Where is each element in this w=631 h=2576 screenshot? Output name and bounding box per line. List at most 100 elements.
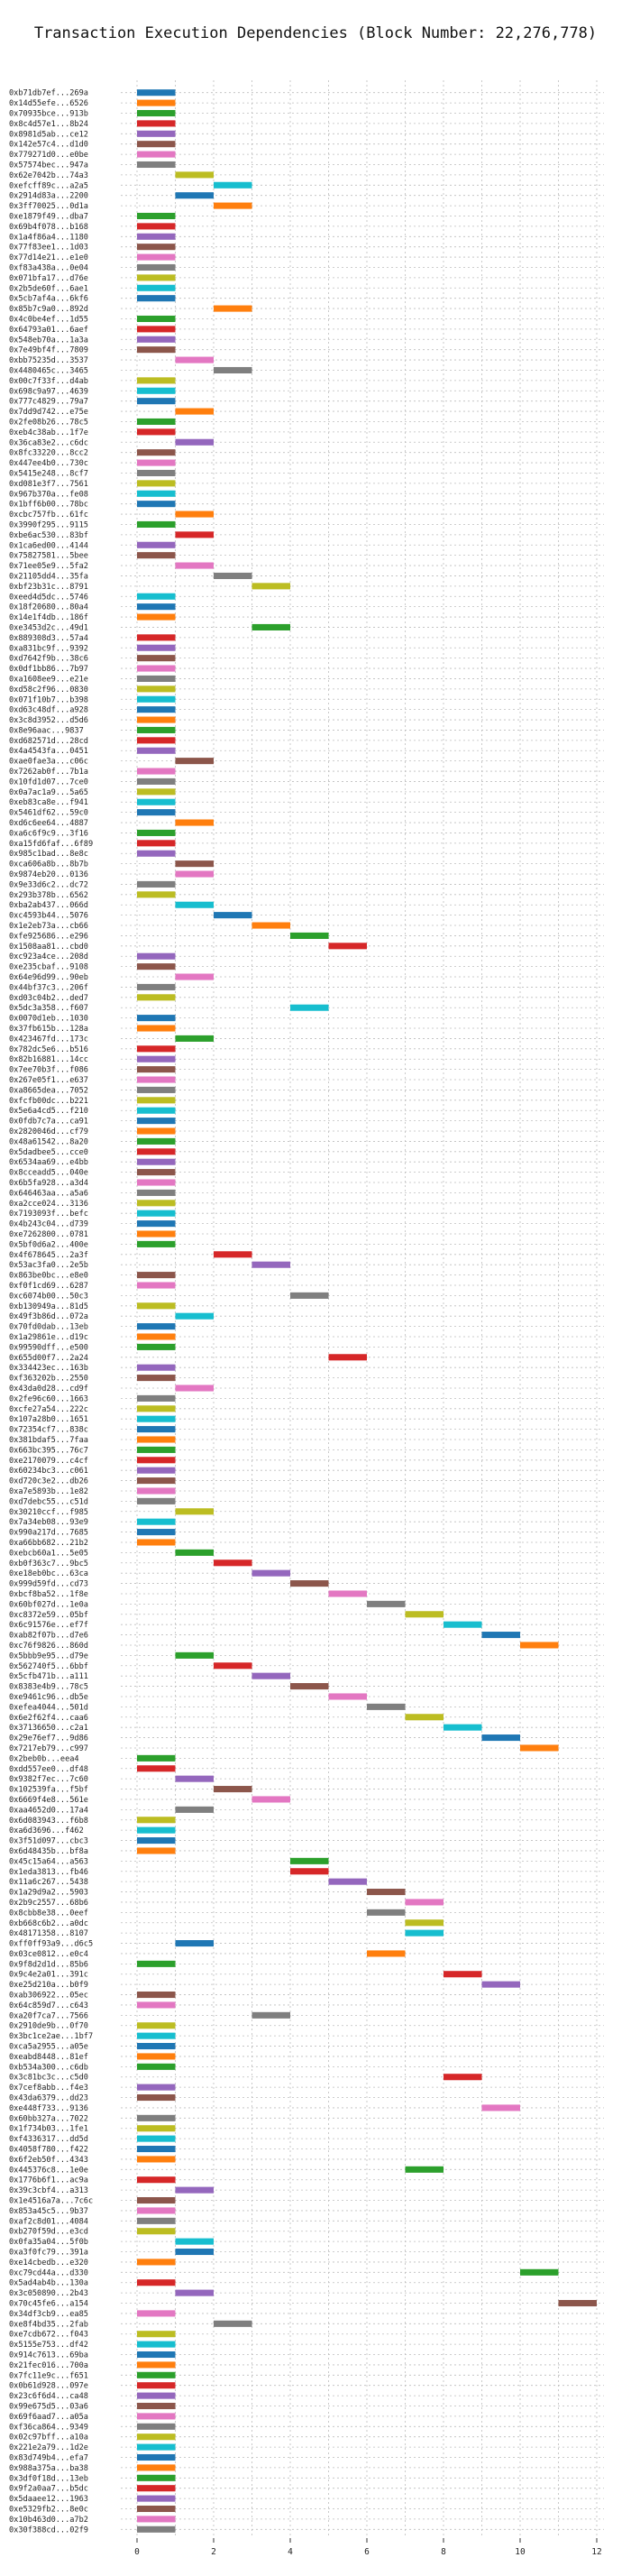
transaction-bar bbox=[137, 552, 176, 559]
tx-hash-label: 0x69b4f078...b168 bbox=[9, 223, 88, 232]
transaction-bar bbox=[175, 1508, 214, 1515]
tx-hash-label: 0x0a7ac1a9...5a65 bbox=[9, 788, 88, 797]
tx-hash-label: 0xe8f4bd35...2fab bbox=[9, 2320, 88, 2329]
tx-hash-label: 0x7cef8abb...f4e3 bbox=[9, 2084, 88, 2093]
transaction-bar bbox=[214, 305, 252, 312]
tx-hash-label: 0x5ad4ab4b...130a bbox=[9, 2279, 88, 2288]
x-tick-label: 8 bbox=[441, 2547, 446, 2557]
transaction-bar bbox=[137, 1436, 176, 1443]
tx-hash-label: 0x5dadbee5...cce0 bbox=[9, 1148, 88, 1157]
tx-hash-label: 0xeb83ca8e...f941 bbox=[9, 798, 88, 807]
transaction-bar bbox=[137, 1394, 176, 1402]
tx-hash-label: 0x221e2a79...1d2e bbox=[9, 2443, 88, 2452]
tx-hash-label: 0x6669f4e8...561e bbox=[9, 1796, 88, 1805]
tx-hash-label: 0x107a28b0...1651 bbox=[9, 1415, 88, 1424]
transaction-bar bbox=[137, 685, 176, 693]
transaction-bar bbox=[251, 1569, 290, 1577]
transaction-bar bbox=[137, 469, 176, 477]
transaction-bar bbox=[137, 1323, 176, 1330]
transaction-bar bbox=[137, 2351, 176, 2359]
tx-hash-label: 0x2b9c2557...68b6 bbox=[9, 1899, 88, 1908]
tx-hash-label: 0x57574bec...947a bbox=[9, 161, 88, 170]
tx-hash-label: 0x45c15a64...a563 bbox=[9, 1857, 88, 1866]
transaction-bar bbox=[137, 2145, 176, 2153]
tx-hash-label: 0x9874eb20...0136 bbox=[9, 870, 88, 879]
transaction-bar bbox=[328, 1693, 367, 1700]
tx-hash-label: 0xb71db7ef...269a bbox=[9, 89, 88, 98]
transaction-bar bbox=[137, 1487, 176, 1495]
tx-hash-label: 0x7193093f...befc bbox=[9, 1210, 88, 1219]
transaction-bar bbox=[137, 891, 176, 898]
transaction-bar bbox=[137, 1992, 176, 1999]
tx-hash-label: 0x967b370a...fe08 bbox=[9, 490, 88, 499]
transaction-bar bbox=[137, 983, 176, 990]
tx-hash-label: 0x7262ab0f...7b1a bbox=[9, 768, 88, 777]
transaction-bar bbox=[137, 480, 176, 487]
transaction-bar bbox=[137, 675, 176, 682]
tx-hash-label: 0x1a29d9a2...5903 bbox=[9, 1889, 88, 1898]
tx-hash-label: 0xe235cbaf...9108 bbox=[9, 963, 88, 972]
transaction-bar bbox=[137, 2413, 176, 2420]
transaction-bar bbox=[137, 2433, 176, 2441]
transaction-bar bbox=[214, 366, 252, 374]
transaction-bar bbox=[175, 531, 214, 538]
tx-hash-label: 0x334423ec...163b bbox=[9, 1364, 88, 1373]
transaction-bar bbox=[137, 2084, 176, 2091]
transaction-bar bbox=[137, 2279, 176, 2286]
transaction-bar bbox=[328, 1878, 367, 1885]
transaction-bar bbox=[137, 2196, 176, 2204]
tx-hash-label: 0xd6c6ee64...4887 bbox=[9, 819, 88, 828]
transaction-bar bbox=[444, 1971, 482, 1978]
tx-hash-label: 0x6e2f62f4...caa6 bbox=[9, 1714, 88, 1723]
transaction-bar bbox=[137, 2423, 176, 2430]
tx-hash-label: 0xefcff89c...a2a5 bbox=[9, 181, 88, 190]
transaction-bar bbox=[290, 1292, 329, 1299]
transaction-bar bbox=[214, 1786, 252, 1793]
tx-hash-label: 0xe1879f49...dba7 bbox=[9, 212, 88, 221]
transaction-bar bbox=[137, 788, 176, 796]
tx-hash-label: 0xf363202b...2550 bbox=[9, 1375, 88, 1384]
transaction-bar bbox=[137, 346, 176, 354]
tx-hash-label: 0x5bbb9e95...d79e bbox=[9, 1651, 88, 1661]
bars bbox=[137, 89, 597, 2533]
transaction-bar bbox=[137, 1127, 176, 1135]
transaction-bar bbox=[137, 1200, 176, 1207]
transaction-bar bbox=[137, 1415, 176, 1422]
transaction-bar bbox=[137, 829, 176, 836]
transaction-bar bbox=[137, 1497, 176, 1504]
tx-hash-label: 0xd720c3e2...db26 bbox=[9, 1477, 88, 1486]
transaction-bar bbox=[251, 583, 290, 590]
tx-hash-label: 0x4c0be4ef...1d55 bbox=[9, 315, 88, 324]
transaction-bar bbox=[137, 2341, 176, 2348]
tx-hash-label: 0xa6d3696...f462 bbox=[9, 1826, 84, 1835]
transaction-bar bbox=[137, 880, 176, 888]
transaction-bar bbox=[137, 1518, 176, 1525]
tx-hash-label: 0x9c4e2a01...391c bbox=[9, 1971, 88, 1980]
transaction-bar bbox=[328, 1590, 367, 1597]
chart-title: Transaction Execution Dependencies (Bloc… bbox=[34, 24, 597, 42]
tx-hash-label: 0xe2170079...c4cf bbox=[9, 1457, 88, 1466]
transaction-bar bbox=[137, 2361, 176, 2369]
tx-hash-label: 0x14d55efe...6526 bbox=[9, 99, 88, 108]
tx-hash-label: 0xd03c04b2...ded7 bbox=[9, 994, 88, 1003]
transaction-bar bbox=[137, 1169, 176, 1176]
transaction-bar bbox=[137, 2392, 176, 2399]
tx-hash-label: 0xeed4d5dc...5746 bbox=[9, 593, 88, 602]
tx-hash-label: 0x64e96d99...90eb bbox=[9, 973, 88, 982]
transaction-bar bbox=[175, 192, 214, 199]
transaction-bar bbox=[175, 2289, 214, 2296]
transaction-bar bbox=[137, 1137, 176, 1145]
tx-hash-label: 0x2910de9b...0f70 bbox=[9, 2022, 88, 2031]
tx-hash-label: 0x5415e248...8cf7 bbox=[9, 469, 88, 478]
transaction-bar bbox=[137, 1272, 176, 1279]
transaction-bar bbox=[137, 223, 176, 230]
tx-hash-label: 0x5cfb471b...a111 bbox=[9, 1672, 88, 1681]
transaction-bar bbox=[137, 326, 176, 333]
tx-hash-label: 0xe25d210a...b0f9 bbox=[9, 1981, 88, 1990]
transaction-bar bbox=[137, 1405, 176, 1412]
tx-hash-label: 0x64793a01...6aef bbox=[9, 326, 88, 335]
transaction-bar bbox=[175, 1312, 214, 1320]
x-tick-label: 0 bbox=[134, 2547, 140, 2557]
tx-hash-label: 0x02c97bff...a10a bbox=[9, 2433, 88, 2443]
tx-hash-label: 0xc8372e59...05bf bbox=[9, 1611, 88, 1620]
